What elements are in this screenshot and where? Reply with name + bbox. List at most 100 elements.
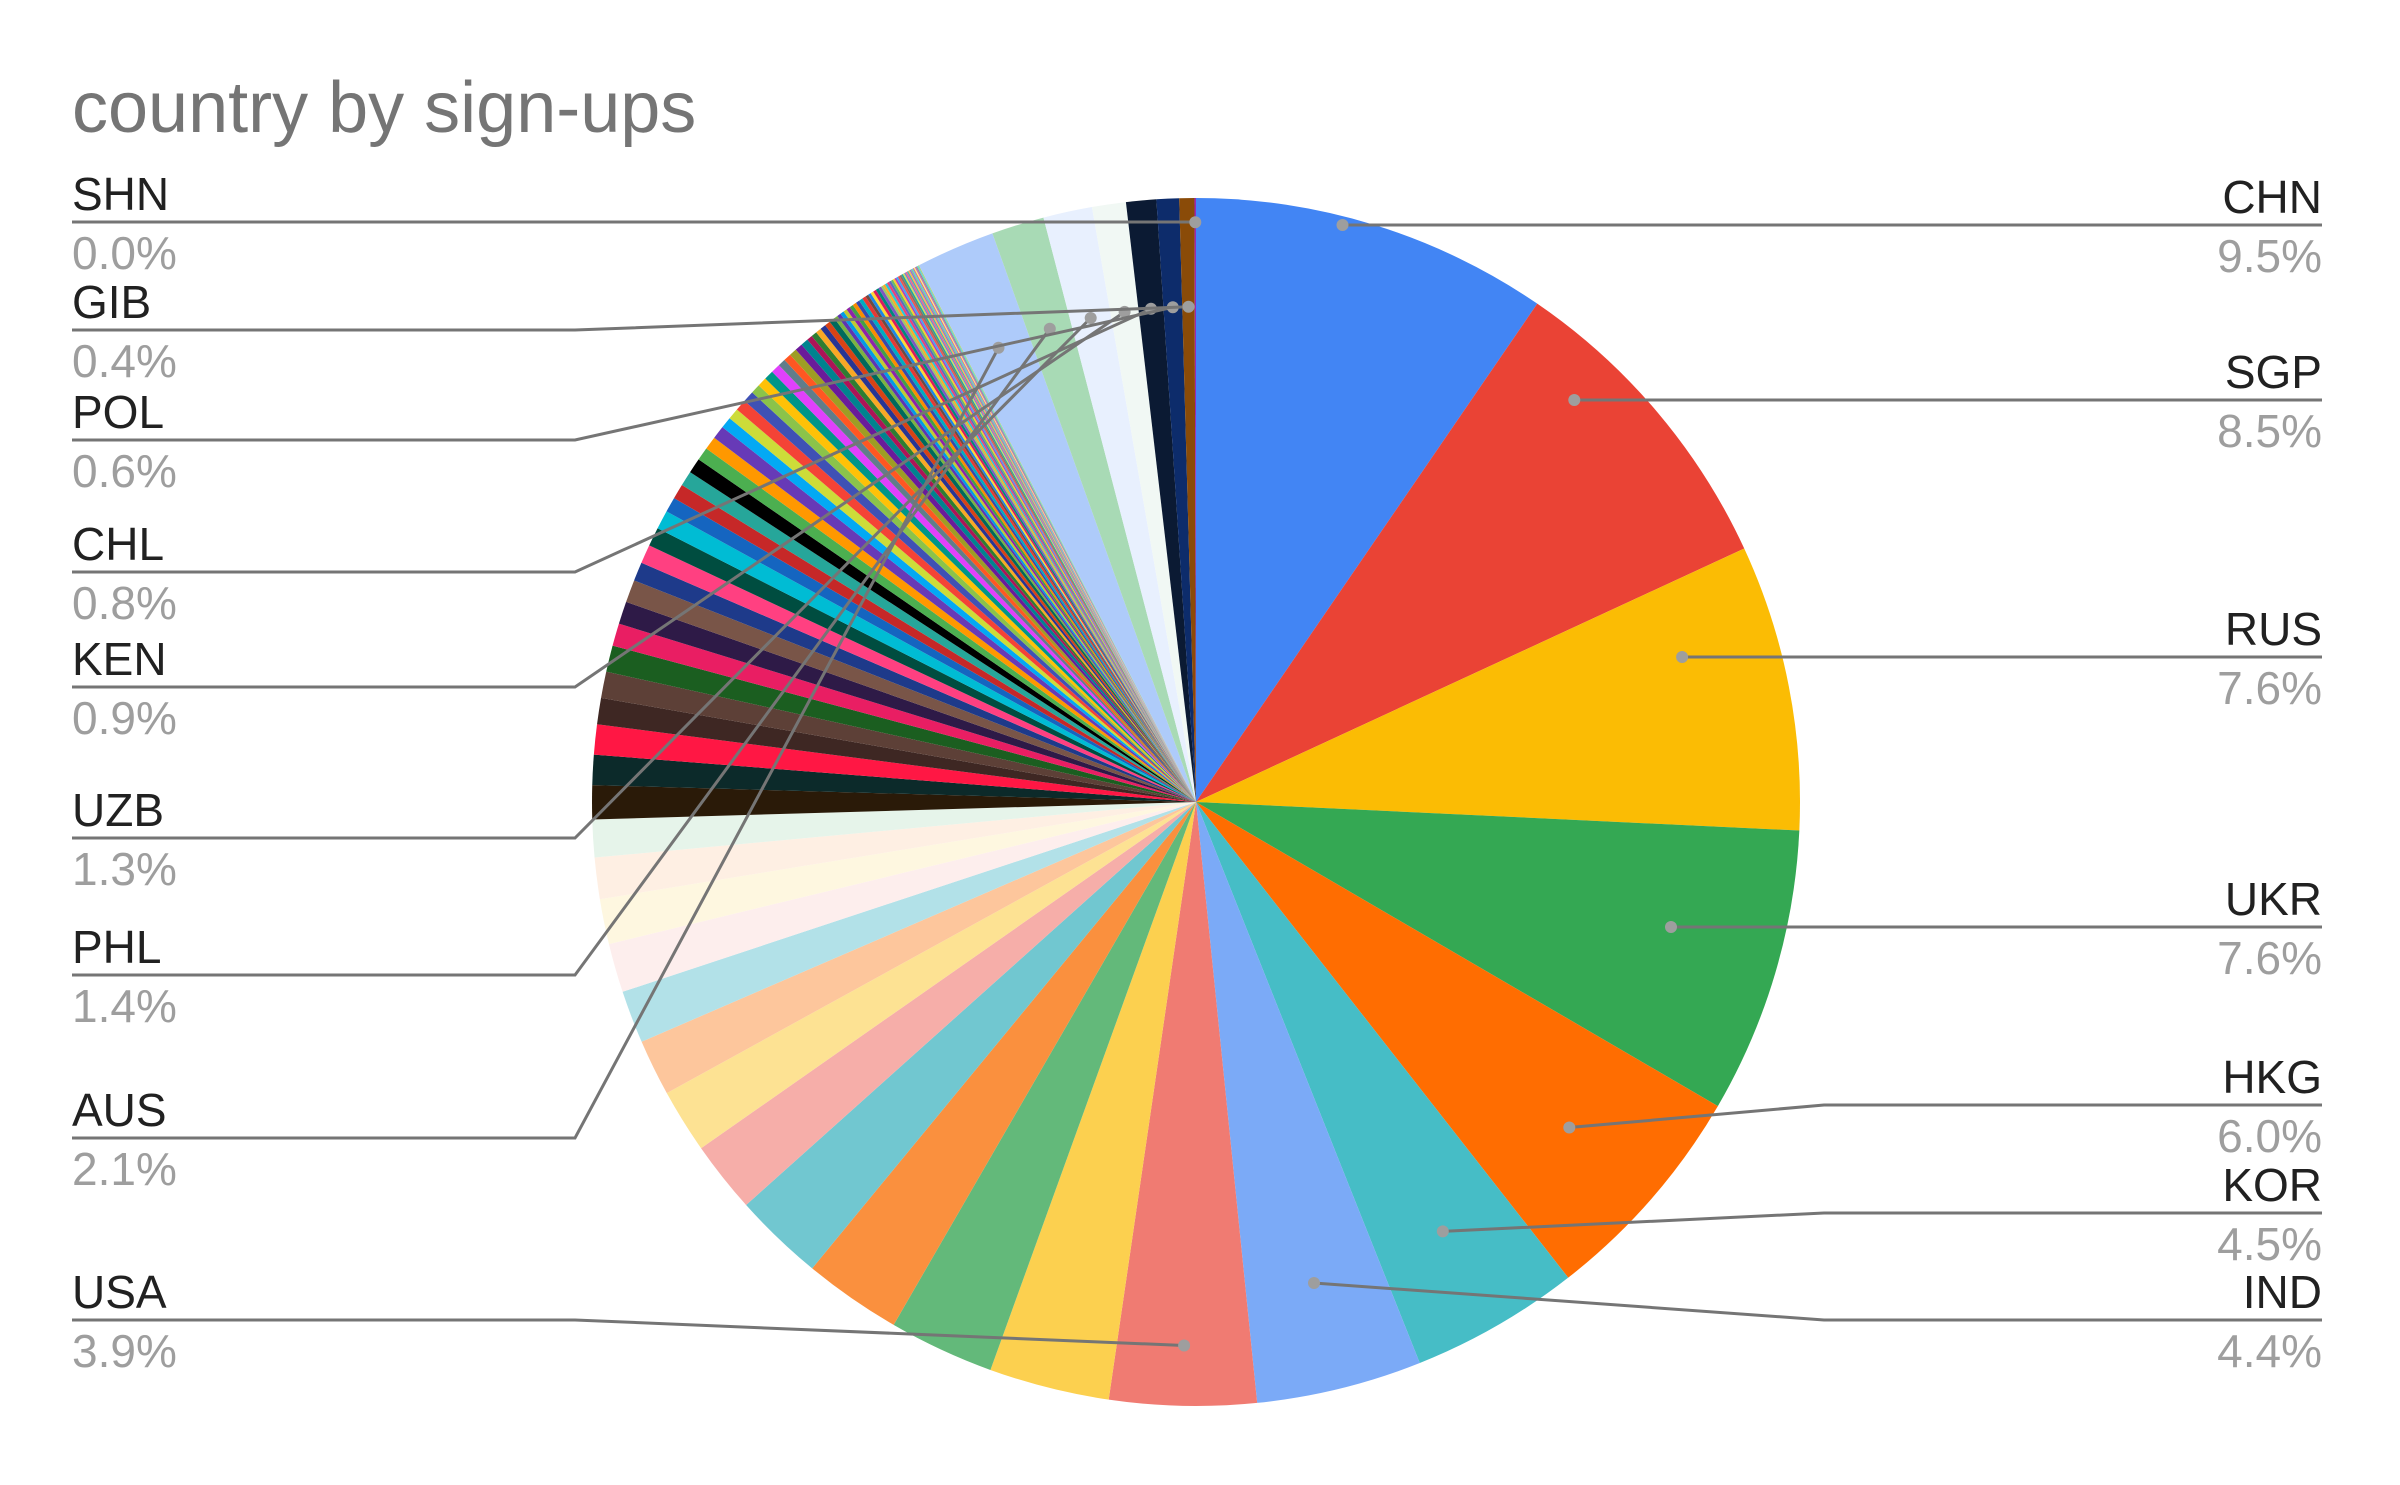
leader-dot-ukr [1665,921,1677,933]
pie-slice-other-41 [784,354,1196,802]
slice-label-ind: IND [2243,1266,2322,1318]
pie-slice-ken [1091,202,1196,802]
leader-line-uzb [72,316,1092,840]
pie-slice-usa [1108,802,1258,1406]
pie-slice-sgp [1196,303,1745,802]
pie-slice-other-86 [911,268,1196,802]
pie-slice-other-21 [634,562,1196,802]
pie-slice-other-83 [908,270,1196,802]
pie-slice-other-52 [837,313,1196,802]
slice-label-rus: RUS [2225,603,2322,655]
leader-dot-hkg [1563,1121,1576,1134]
slice-label-ukr: UKR [2225,873,2322,925]
leader-line-ind [1313,1281,2322,1322]
slice-label-hkg: HKG [2222,1051,2322,1103]
pie-slice-other-2 [812,802,1196,1325]
callout-chn: CHN 9.5% [1336,171,2322,282]
leader-dot-chn [1336,219,1349,231]
slice-percent-rus: 7.6% [2217,662,2322,714]
pie-slice-other-79 [902,273,1196,803]
pie-slice-other-89 [914,266,1196,802]
callout-uzb: UZB 1.3% [72,312,1097,895]
pie-slice-other-80 [904,272,1196,803]
callout-ken: KEN 0.9% [72,305,1131,744]
pie-slice-other-53 [840,311,1196,802]
leader-dot-usa [1178,1339,1191,1352]
pie-slice-other-67 [881,285,1196,802]
pie-slice-other-22 [641,545,1196,802]
slice-percent-gib: 0.4% [72,335,177,387]
pie-slice-other-78 [901,273,1196,802]
slice-label-chn: CHN [2222,171,2322,223]
leader-dot-uzb [1084,312,1097,324]
chart-title: country by sign-ups [72,68,696,148]
leader-dot-shn [1189,216,1202,229]
slice-label-sgp: SGP [2225,346,2322,398]
pie-slice-other-26 [674,484,1196,802]
pie-slice-other-47 [816,328,1196,802]
pie-slice-other-27 [681,472,1196,802]
callout-pol: POL 0.6% [72,301,1179,497]
pie-slice-chn [1196,198,1538,802]
pie-slice-other-73 [892,278,1196,802]
pie-slice-other-64 [873,289,1196,803]
pie-slice-chl [1125,199,1196,803]
slice-percent-usa: 3.9% [72,1325,177,1377]
pie-slice-other-57 [852,302,1196,802]
pie-slice-other-5 [666,802,1196,1149]
pie-slice-other-55 [846,307,1196,802]
slice-percent-uzb: 1.3% [72,843,177,895]
pie-slice-other-15 [597,697,1196,802]
pie-slice-other-62 [868,293,1196,802]
slice-label-ken: KEN [72,633,167,685]
pie-slice-other-31 [714,427,1196,802]
pie-slice-other-9 [599,802,1196,945]
pie-slice-other-42 [790,349,1196,802]
slice-label-chl: CHL [72,518,164,570]
pie-slice-hkg [1196,802,1718,1278]
pie-slice-other-6 [641,802,1196,1094]
slice-label-shn: SHN [72,168,169,220]
callout-hkg: HKG 6.0% [1563,1051,2322,1162]
pie-slice-other-38 [765,371,1196,802]
callout-aus: AUS 2.1% [72,341,1005,1195]
callout-gib: GIB 0.4% [72,276,1195,387]
callout-ind: IND 4.4% [1308,1266,2322,1377]
callout-rus: RUS 7.6% [1676,603,2322,714]
pie-slice-other-51 [834,316,1196,802]
slice-percent-pol: 0.6% [72,445,177,497]
pie-slice-other-77 [899,274,1196,802]
pie-slice-shn [1194,197,1196,803]
leader-dot-gib [1182,300,1195,313]
leader-line-phl [72,327,1052,977]
pie-slice-aus [918,233,1196,803]
pie-slice-pol [1156,198,1196,803]
callout-phl: PHL 1.4% [72,322,1056,1032]
pie-callouts: CHN 9.5% SGP 8.5% RUS 7.6% UKR 7.6% HKG 6.0%KOR 4.… [72,168,2322,1377]
slice-label-usa: USA [72,1266,167,1318]
pie-slice-other-1 [893,802,1196,1370]
slice-percent-kor: 4.5% [2217,1218,2322,1270]
pie-slice-uzb [1043,207,1196,802]
pie-slice-other-17 [606,645,1196,802]
callout-kor: KOR 4.5% [1436,1159,2322,1270]
pie-slice-other-24 [657,511,1196,802]
pie-slice-other-32 [722,418,1196,802]
pie-slice-other-45 [807,336,1196,802]
pie-slice-other-63 [870,291,1196,802]
pie-slice-other-3 [746,802,1196,1269]
pie-slice-other-91 [916,265,1196,803]
pie-slice-other-43 [795,344,1196,802]
leader-dot-phl [1043,322,1056,335]
leader-line-hkg [1569,1103,2322,1129]
pie-slice-other-12 [592,785,1196,820]
pie-slice-other-58 [856,300,1196,802]
pie-slice-other-11 [592,802,1196,858]
slice-percent-shn: 0.0% [72,227,177,279]
pie-slice-other-76 [897,275,1196,802]
pie-slice-other-68 [882,284,1196,802]
slice-percent-hkg: 6.0% [2217,1110,2322,1162]
pie-slice-rus [1196,548,1801,831]
pie-slice-other-18 [612,623,1196,802]
